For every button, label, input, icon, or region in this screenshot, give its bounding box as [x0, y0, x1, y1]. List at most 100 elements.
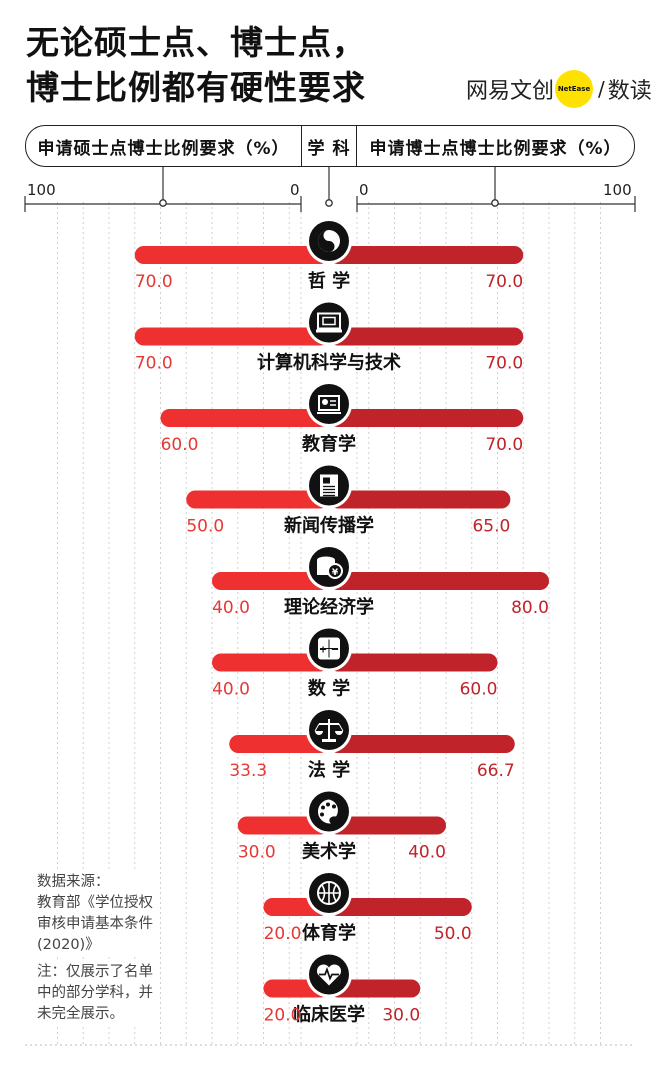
- chart-row: 教育学 60.0 70.0: [160, 381, 524, 455]
- bar-master: [212, 572, 329, 590]
- pointer-master-dot: [159, 199, 167, 207]
- master-value-label: 20.0: [264, 924, 302, 944]
- doctor-value-label: 70.0: [485, 272, 523, 292]
- subject-label: 理论经济学: [284, 596, 374, 618]
- bar-doctor: [329, 327, 524, 346]
- doctor-value-label: 66.7: [477, 761, 515, 781]
- icon-part: [318, 395, 340, 411]
- subject-label: 新闻传播学: [284, 515, 374, 537]
- subject-label: 体育学: [302, 922, 356, 944]
- chart-row: 美术学 30.0 40.0: [237, 788, 446, 863]
- icon-part: [332, 804, 336, 809]
- brand-logo: 网易文创 NetEase / 数读: [466, 70, 652, 108]
- doctor-value-label: 70.0: [485, 354, 523, 374]
- tick-right-0: 0: [359, 181, 369, 199]
- title-line-2: 博士比例都有硬性要求: [26, 68, 366, 107]
- bar-doctor: [329, 735, 515, 753]
- icon-disc: [309, 384, 349, 424]
- bar-master: [229, 735, 329, 753]
- bar-master: [237, 816, 329, 835]
- brand-text-shudu: 数读: [607, 79, 652, 104]
- source-note: 数据来源： 教育部《学位授权 审核申请基本条件 (2020)》: [37, 872, 153, 956]
- master-value-label: 40.0: [212, 598, 250, 618]
- doctor-value-label: 70.0: [485, 435, 523, 455]
- basketball-icon: [317, 881, 341, 905]
- icon-part: [315, 731, 343, 735]
- icon-part: [316, 329, 342, 333]
- master-value-label: 30.0: [238, 843, 276, 863]
- subject-label: 临床医学: [293, 1004, 365, 1026]
- chart-row: + − 数 学 40.0 60.0: [212, 625, 498, 700]
- icon-part: [319, 967, 339, 981]
- subject-label: 法 学: [308, 759, 350, 781]
- master-value-label: 20.0: [264, 1006, 302, 1026]
- brand-slash: /: [598, 77, 605, 101]
- subject-label: 数 学: [308, 678, 350, 700]
- teaching-icon: [317, 395, 341, 414]
- subject-label: 美术学: [302, 841, 356, 863]
- footnote-line: 注：仅展示了名单: [37, 964, 153, 980]
- doctor-value-label: 60.0: [460, 680, 498, 700]
- subject-label: 哲 学: [308, 270, 350, 292]
- bar-doctor: [329, 490, 511, 509]
- icon-part: [321, 805, 325, 810]
- chart-row: ¥ 理论经济学 40.0 80.0: [212, 544, 549, 618]
- bar-master: [160, 409, 329, 427]
- footnote-line: 未完全展示。: [37, 1006, 124, 1022]
- palette-icon: [317, 799, 338, 824]
- icon-part: [327, 563, 343, 579]
- source-line: 数据来源：: [37, 874, 110, 890]
- calculator-icon: + −: [318, 637, 340, 660]
- brand-badge: NetEase: [555, 70, 594, 108]
- pointer-subject-dot: [325, 199, 333, 207]
- brand-text-netease: 网易文创: [466, 79, 555, 104]
- source-line: 审核申请基本条件: [37, 916, 153, 932]
- bar-doctor: [329, 409, 524, 427]
- coins-icon: ¥: [317, 556, 343, 579]
- bar-doctor: [329, 979, 421, 998]
- bar-master: [134, 327, 329, 346]
- chart-row: 计算机科学与技术 70.0 70.0: [134, 299, 524, 374]
- master-value-label: 70.0: [135, 272, 173, 292]
- newspaper-icon: [320, 474, 338, 497]
- bar-doctor: [329, 653, 498, 672]
- icon-part: ¥: [332, 568, 339, 578]
- icon-part: [323, 477, 330, 484]
- master-value-label: 70.0: [135, 354, 173, 374]
- doctor-value-label: 50.0: [434, 924, 472, 944]
- scales-icon: [314, 719, 344, 742]
- icon-part: [320, 812, 324, 817]
- bar-master: [186, 490, 329, 509]
- icon-part: [327, 244, 331, 249]
- tick-left-100: 100: [27, 181, 56, 199]
- bar-doctor: [329, 572, 549, 590]
- icon-disc: [309, 302, 349, 343]
- bar-doctor: [329, 816, 446, 835]
- subject-label: 教育学: [302, 433, 356, 455]
- doctor-value-label: 30.0: [382, 1006, 420, 1026]
- chart-row: 法 学 33.3 66.7: [229, 707, 515, 781]
- header-doctor-requirement: 申请博士点博士比例要求（%）: [357, 125, 635, 167]
- icon-part: [322, 316, 336, 326]
- source-line: 教育部《学位授权: [37, 895, 153, 911]
- footnote-line: 中的部分学科，并: [37, 985, 153, 1001]
- bar-master: [212, 653, 329, 672]
- chart-row: 新闻传播学 50.0 65.0: [186, 462, 511, 537]
- pointer-doctor-dot: [491, 199, 499, 207]
- master-value-label: 60.0: [161, 435, 199, 455]
- bar-doctor: [329, 898, 472, 916]
- title-line-1: 无论硕士点、博士点，: [26, 23, 366, 62]
- tick-right-100: 100: [603, 181, 632, 199]
- computer-icon: [316, 312, 342, 333]
- tick-left-0: 0: [290, 181, 300, 199]
- icon-part: [322, 399, 328, 405]
- master-value-label: 40.0: [212, 680, 250, 700]
- icon-part: [338, 723, 344, 732]
- heartbeat-icon: [316, 964, 342, 986]
- doctor-value-label: 80.0: [511, 598, 549, 618]
- subject-label: 计算机科学与技术: [257, 352, 401, 374]
- master-value-label: 50.0: [186, 517, 224, 537]
